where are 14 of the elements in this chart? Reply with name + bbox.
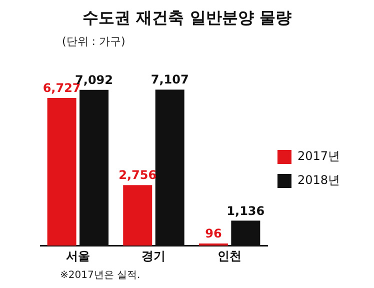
bar [198,243,228,246]
chart-subtitle: (단위 : 가구) [62,34,126,49]
bar [47,98,76,246]
legend-label: 2018년 [297,173,340,188]
x-tick-label: 경기 [142,249,166,264]
legend-label: 2017년 [297,149,340,164]
data-label: 7,107 [150,72,189,87]
bar [123,185,152,246]
x-tick-label: 인천 [218,249,242,264]
text: ※2017년은 실적. [60,269,140,282]
x-tick-label: 서울 [66,249,90,264]
chart-title: 수도권 재건축 일반분양 물량 [82,8,292,29]
data-label: 96 [205,226,222,241]
data-label: 1,136 [226,204,265,218]
